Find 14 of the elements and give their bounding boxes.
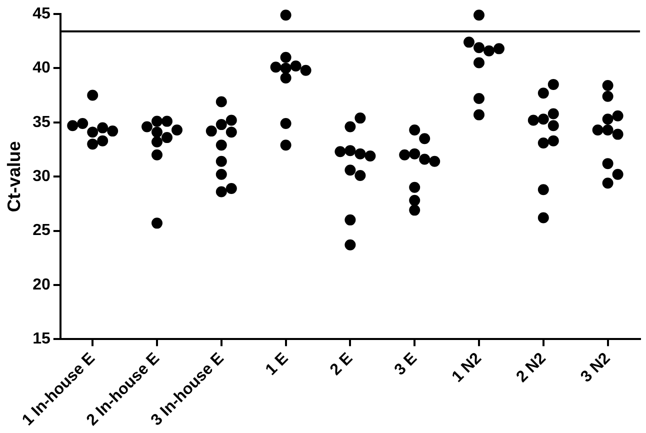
y-tick-label: 30 [32, 168, 50, 185]
x-tick-label: 3 N2 [578, 350, 614, 386]
x-tick-label: 2 N2 [513, 350, 550, 386]
x-tick-label: 3 E [392, 350, 421, 379]
x-tick-label: 1 N2 [449, 350, 486, 386]
y-tick-label: 40 [32, 60, 50, 77]
x-tick-label: 1 E [262, 350, 292, 379]
y-tick-label: 45 [32, 5, 50, 22]
x-tick-label: 2 E [327, 350, 356, 379]
y-tick-label: 35 [32, 114, 50, 131]
y-axis-title: Ct-value [4, 141, 24, 212]
y-tick-label: 15 [32, 330, 50, 348]
y-tick-label: 20 [32, 276, 50, 294]
y-tick-label: 25 [32, 222, 50, 240]
